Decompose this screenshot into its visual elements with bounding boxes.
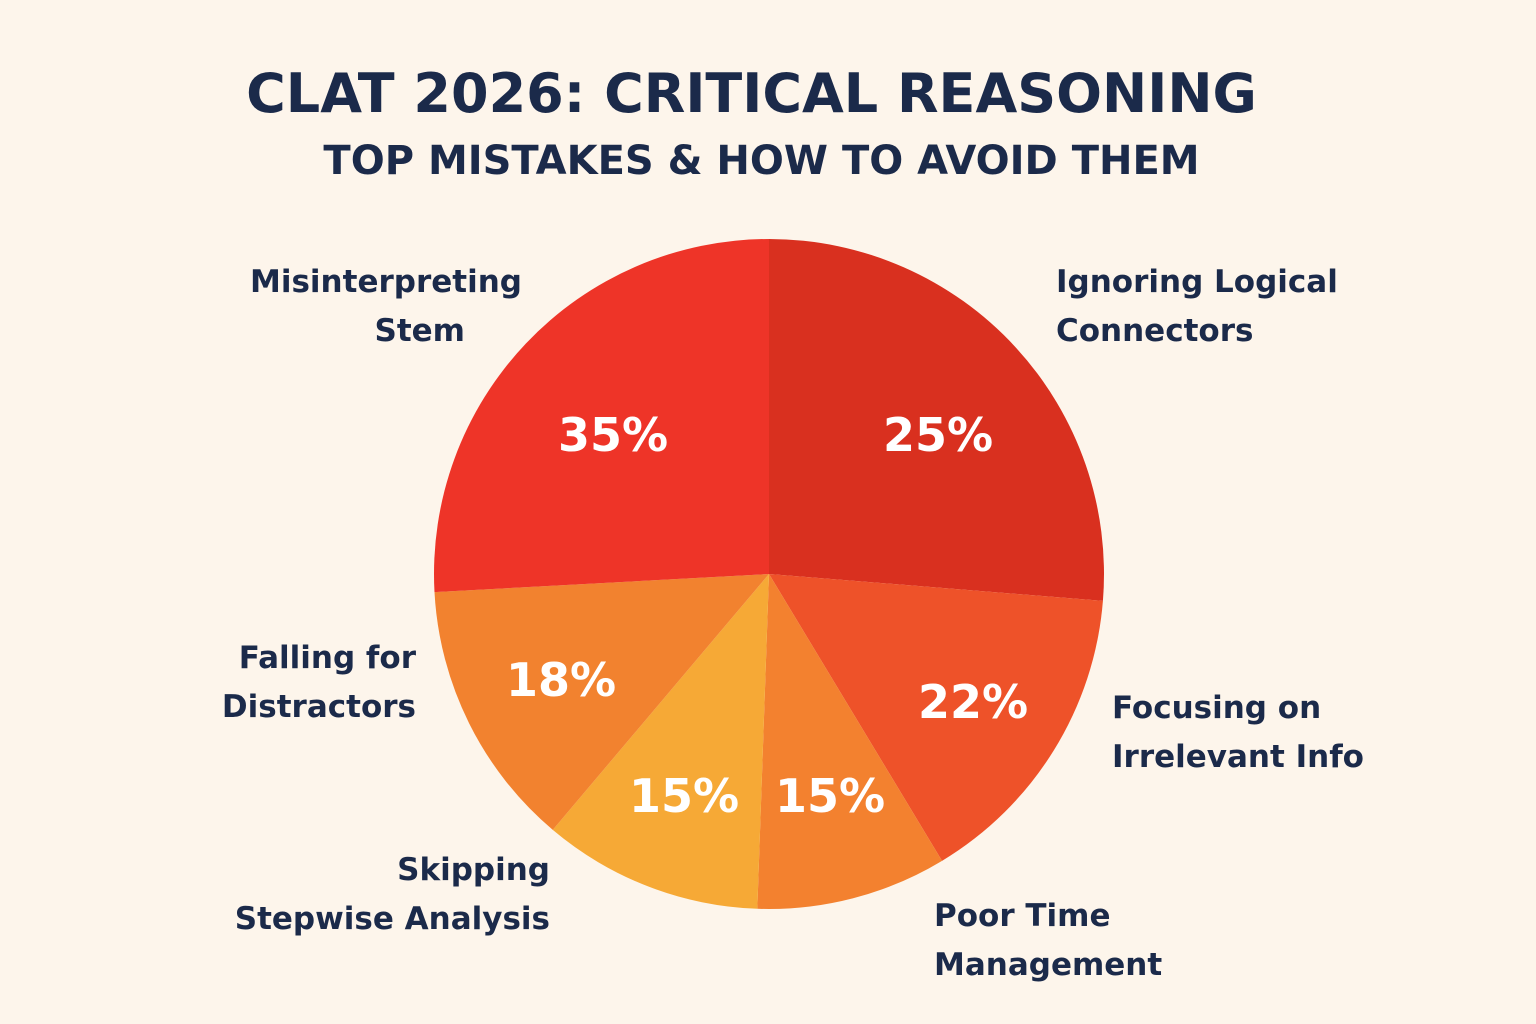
- slice-label-skipping-stepwise-analysis: Skipping Stepwise Analysis: [234, 852, 550, 937]
- slice-label-falling-for-distractors: Falling for Distractors: [221, 640, 416, 725]
- pie-slice: [433, 239, 769, 593]
- slice-value-label: 18%: [506, 653, 616, 707]
- slice-label-poor-time-management: Poor Time Management: [934, 898, 1163, 983]
- slice-value-label: 15%: [629, 769, 739, 823]
- slice-value-label: 22%: [918, 675, 1028, 729]
- pie-slice: [757, 574, 943, 909]
- slice-label-focusing-irrelevant-info: Focusing on Irrelevant Info: [1112, 690, 1364, 775]
- chart-title: CLAT 2026: CRITICAL REASONING: [246, 62, 1257, 125]
- slice-value-label: 15%: [775, 769, 885, 823]
- slice-label-ignoring-logical-connectors: Ignoring Logical Connectors: [1056, 264, 1338, 349]
- slice-label-misinterpreting-stem: Misinterpreting Stem: [250, 264, 522, 349]
- pie-slice: [434, 574, 769, 830]
- pie-slice: [769, 574, 1103, 861]
- slice-value-label: 35%: [558, 408, 668, 462]
- chart-subtitle: TOP MISTAKES & HOW TO AVOID THEM: [323, 138, 1200, 184]
- slice-value-label: 25%: [883, 408, 993, 462]
- pie-slice: [769, 239, 1104, 601]
- pie-slice: [552, 574, 769, 909]
